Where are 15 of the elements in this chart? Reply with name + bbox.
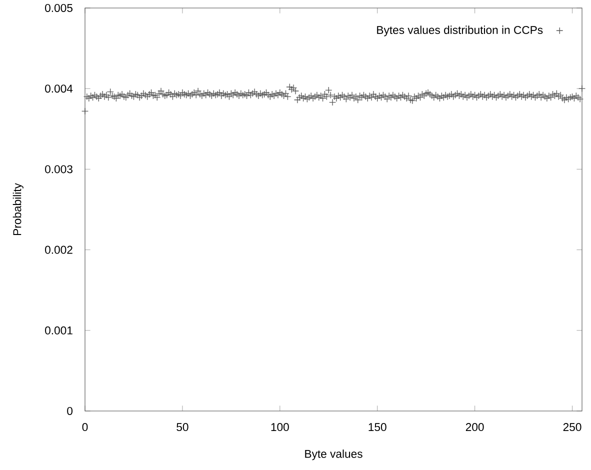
x-tick-label: 150	[368, 423, 386, 432]
y-tick-label: 0	[67, 406, 73, 416]
x-tick-label: 250	[563, 423, 582, 432]
x-tick-label: 50	[176, 423, 188, 432]
x-tick-label: 200	[466, 423, 484, 432]
x-tick-label: 0	[82, 423, 88, 432]
y-tick-label: 0.004	[45, 84, 73, 93]
x-tick-label: 100	[271, 423, 289, 432]
y-tick-label: 0.001	[45, 326, 72, 334]
y-axis-title: Probability	[12, 183, 24, 236]
y-tick-label: 0.003	[45, 165, 72, 174]
y-tick-label: 0.005	[45, 4, 72, 12]
x-axis-title: Byte values	[305, 450, 362, 460]
y-tick-label: 0.002	[45, 246, 72, 254]
legend-label: Bytes values distribution in CCPs	[377, 26, 543, 36]
